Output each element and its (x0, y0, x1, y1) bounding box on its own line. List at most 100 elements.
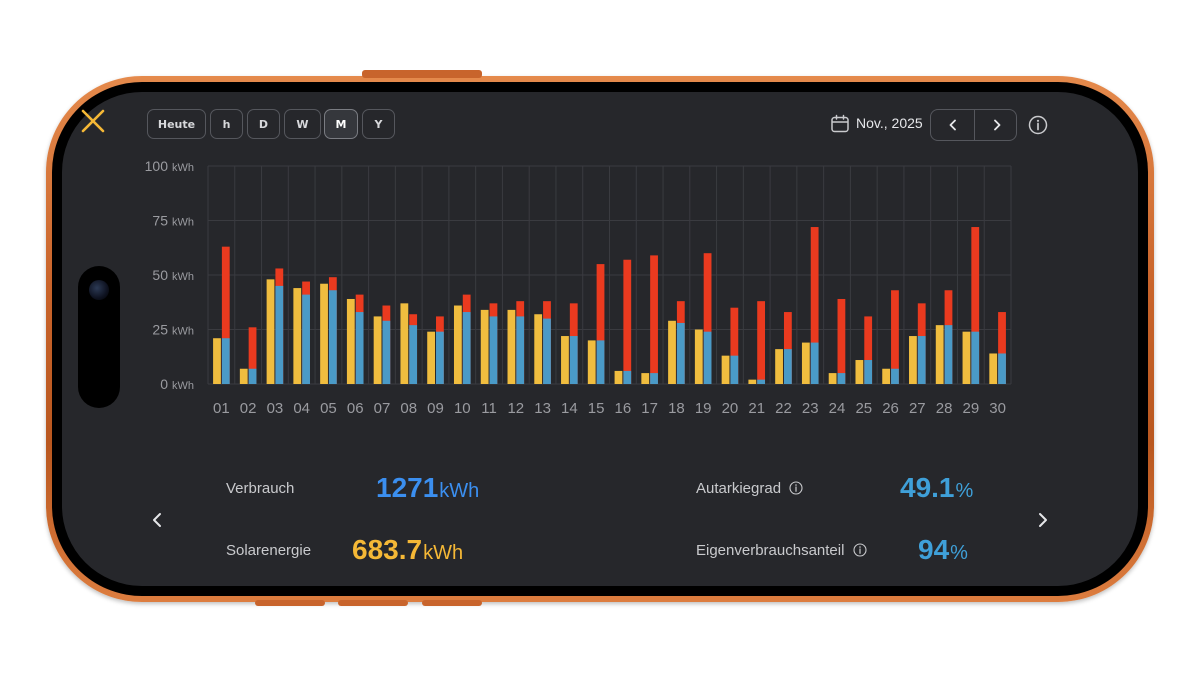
y-tick-label: 100 kWh (145, 158, 194, 174)
bar-solar-27 (909, 336, 917, 384)
x-tick-label-11: 11 (481, 400, 497, 417)
calendar-icon[interactable] (830, 114, 850, 134)
range-day-button[interactable]: D (247, 109, 280, 139)
bar-selfuse-14 (569, 336, 578, 384)
x-tick-label-16: 16 (615, 400, 632, 417)
x-tick-label-03: 03 (267, 400, 284, 417)
bar-selfuse-11 (489, 316, 498, 384)
bar-solar-19 (694, 329, 703, 384)
bar-solar-08 (400, 303, 409, 384)
autarkiegrad-info-icon[interactable] (789, 481, 803, 495)
verbrauch-value: 1271 kWh (376, 472, 479, 504)
bar-consumption-17 (650, 255, 658, 384)
bar-solar-01 (213, 338, 221, 384)
bar-solar-04 (293, 288, 302, 384)
bar-selfuse-25 (864, 360, 873, 384)
y-tick-value: 50 (152, 267, 168, 283)
y-tick-value: 0 (160, 376, 168, 392)
bar-selfuse-17 (650, 373, 658, 384)
x-tick-label-15: 15 (588, 400, 605, 417)
solarenergie-unit: kWh (423, 542, 464, 564)
range-heute-button[interactable]: Heute (147, 109, 206, 139)
bar-consumption-24 (837, 298, 846, 384)
bar-solar-13 (534, 314, 543, 384)
stats-next-arrow[interactable] (1034, 510, 1050, 530)
nav-divider (974, 110, 975, 140)
range-month-button[interactable]: M (324, 109, 358, 139)
x-tick-label-24: 24 (829, 400, 846, 417)
bar-selfuse-29 (971, 331, 980, 384)
bar-consumption-02 (248, 327, 257, 384)
y-tick-value: 25 (152, 322, 168, 338)
bar-solar-03 (266, 279, 275, 384)
phone-bottom-button-2 (338, 600, 408, 606)
x-tick-label-07: 07 (374, 400, 391, 417)
info-icon[interactable] (1028, 115, 1048, 135)
eigenverbrauch-value: 94% (918, 534, 968, 566)
eigenverbrauch-info-icon[interactable] (853, 543, 867, 557)
verbrauch-unit: kWh (439, 480, 480, 502)
date-label[interactable]: Nov., 2025 (856, 115, 923, 131)
bar-selfuse-06 (355, 312, 364, 384)
range-year-button[interactable]: Y (362, 109, 395, 139)
x-tick-label-23: 23 (802, 400, 819, 417)
verbrauch-label: Verbrauch (226, 480, 295, 497)
bar-solar-25 (855, 360, 864, 384)
autarkiegrad-value: 49.1% (900, 472, 973, 504)
bar-selfuse-10 (462, 312, 471, 384)
y-tick-label: 25 kWh (152, 322, 194, 338)
y-tick-label: 75 kWh (152, 213, 194, 229)
bar-consumption-25 (864, 316, 873, 384)
eigenverbrauch-label: Eigenverbrauchsanteil (696, 542, 867, 559)
prev-period-button[interactable] (931, 110, 974, 140)
x-tick-label-17: 17 (641, 400, 658, 417)
bar-selfuse-01 (221, 338, 230, 384)
x-tick-label-22: 22 (775, 400, 792, 417)
close-button[interactable] (80, 108, 106, 134)
eigenverbrauch-unit: % (950, 542, 968, 564)
bar-solar-23 (801, 342, 810, 384)
bar-selfuse-09 (436, 331, 444, 384)
eigenverbrauch-label-text: Eigenverbrauchsanteil (696, 542, 845, 559)
x-tick-label-10: 10 (454, 400, 471, 417)
x-tick-label-21: 21 (748, 400, 765, 417)
bar-solar-15 (587, 340, 596, 384)
solarenergie-value: 683.7 kWh (352, 534, 463, 566)
bar-selfuse-26 (891, 368, 899, 384)
bar-selfuse-05 (328, 290, 337, 384)
bar-solar-16 (614, 370, 623, 384)
bar-solar-17 (641, 373, 650, 384)
bar-selfuse-27 (917, 336, 926, 384)
bar-selfuse-21 (757, 379, 766, 384)
bar-consumption-29 (971, 227, 980, 384)
next-period-button[interactable] (975, 110, 1018, 140)
y-tick-unit: kWh (172, 380, 194, 392)
x-tick-label-28: 28 (936, 400, 953, 417)
y-tick-unit: kWh (172, 217, 194, 229)
bar-selfuse-22 (783, 349, 792, 384)
date-nav-group (930, 109, 1017, 141)
autarkiegrad-number: 49.1 (900, 472, 955, 503)
dynamic-island (78, 266, 120, 408)
stats-prev-arrow[interactable] (150, 510, 166, 530)
phone-top-button (362, 70, 482, 78)
x-tick-label-05: 05 (320, 400, 337, 417)
bar-solar-26 (882, 368, 891, 384)
phone-bottom-button-3 (422, 600, 482, 606)
x-tick-label-29: 29 (963, 400, 980, 417)
x-tick-label-27: 27 (909, 400, 926, 417)
y-tick-value: 75 (152, 213, 168, 229)
bar-solar-24 (828, 373, 837, 384)
x-tick-label-04: 04 (293, 400, 310, 417)
bar-selfuse-13 (543, 318, 551, 384)
bar-consumption-01 (221, 246, 230, 384)
bar-solar-20 (721, 355, 730, 384)
bar-selfuse-12 (516, 316, 525, 384)
chevron-right-icon (993, 119, 1000, 131)
range-hour-button[interactable]: h (210, 109, 243, 139)
x-tick-label-25: 25 (855, 400, 872, 417)
bar-consumption-26 (891, 290, 899, 384)
autarkiegrad-label: Autarkiegrad (696, 480, 803, 497)
range-week-button[interactable]: W (284, 109, 321, 139)
